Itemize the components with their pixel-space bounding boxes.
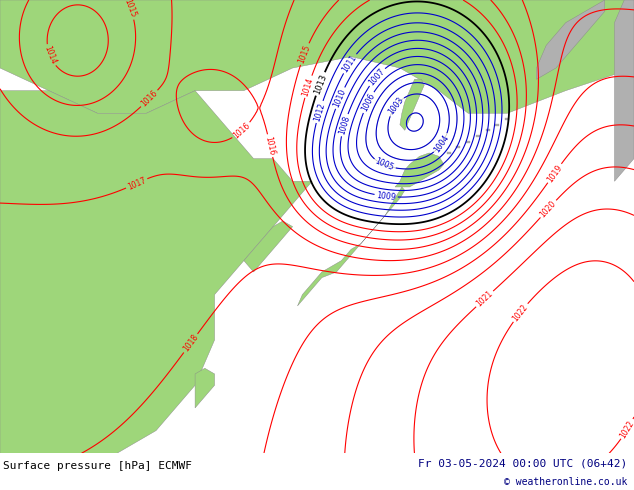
- Polygon shape: [400, 79, 424, 130]
- Text: 1016: 1016: [231, 121, 252, 141]
- Text: 1019: 1019: [545, 163, 564, 184]
- Polygon shape: [486, 129, 489, 131]
- Text: Fr 03-05-2024 00:00 UTC (06+42): Fr 03-05-2024 00:00 UTC (06+42): [418, 459, 628, 468]
- Text: 1022: 1022: [619, 418, 634, 440]
- Polygon shape: [536, 0, 605, 79]
- Text: 1016: 1016: [139, 89, 159, 108]
- Polygon shape: [456, 146, 460, 148]
- Text: 1022: 1022: [511, 302, 530, 323]
- Polygon shape: [505, 118, 509, 120]
- Polygon shape: [0, 0, 634, 113]
- Text: 1008: 1008: [337, 115, 351, 136]
- Text: 1011: 1011: [340, 53, 359, 74]
- Text: 1005: 1005: [374, 157, 395, 173]
- Text: 1018: 1018: [181, 333, 200, 354]
- Text: Surface pressure [hPa] ECMWF: Surface pressure [hPa] ECMWF: [3, 461, 192, 471]
- Text: © weatheronline.co.uk: © weatheronline.co.uk: [504, 477, 628, 487]
- Polygon shape: [297, 187, 404, 306]
- Polygon shape: [447, 152, 451, 154]
- Text: 1003: 1003: [386, 96, 405, 117]
- Text: 1012: 1012: [313, 101, 327, 122]
- Polygon shape: [476, 135, 480, 137]
- Text: 1015: 1015: [297, 44, 312, 65]
- Text: 1021: 1021: [475, 289, 495, 309]
- Text: 1009: 1009: [376, 191, 396, 202]
- Text: 1014: 1014: [301, 76, 315, 97]
- Polygon shape: [614, 0, 634, 181]
- Text: 1014: 1014: [42, 45, 58, 66]
- Polygon shape: [244, 221, 293, 272]
- Polygon shape: [395, 153, 444, 187]
- Polygon shape: [195, 368, 214, 408]
- Text: 1013: 1013: [312, 73, 328, 95]
- Text: 1006: 1006: [359, 92, 377, 113]
- Text: 1016: 1016: [264, 135, 276, 156]
- Text: 1020: 1020: [538, 199, 558, 219]
- Text: 1010: 1010: [332, 87, 348, 109]
- Polygon shape: [0, 91, 312, 453]
- Text: 1004: 1004: [432, 133, 451, 154]
- Polygon shape: [466, 141, 470, 143]
- Text: 1015: 1015: [123, 0, 138, 19]
- Polygon shape: [496, 123, 500, 126]
- Text: 1017: 1017: [126, 175, 147, 192]
- Text: 1007: 1007: [367, 67, 387, 87]
